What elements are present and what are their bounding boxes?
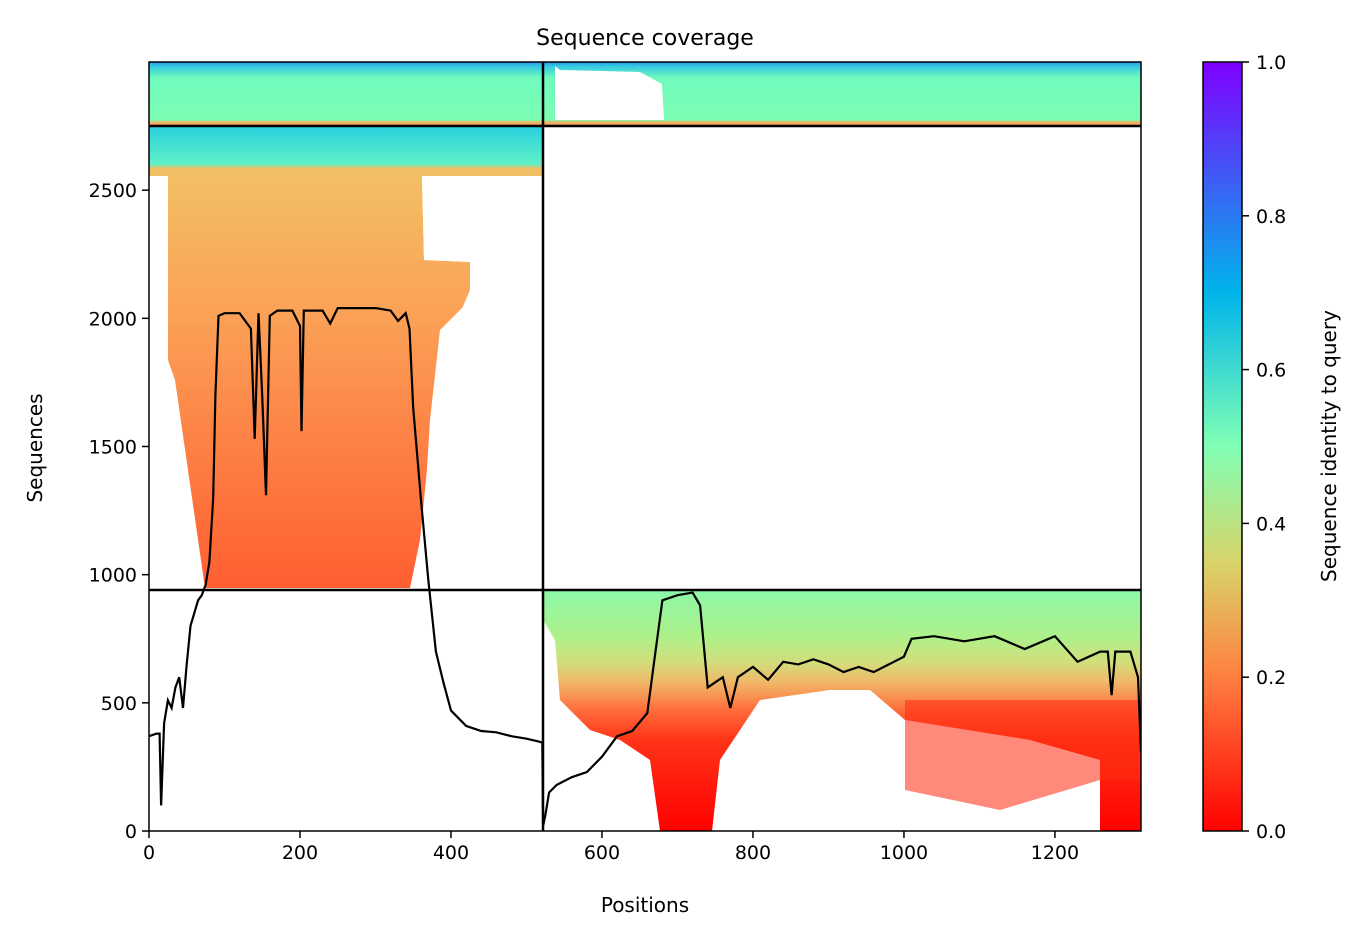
y-axis-label: Sequences	[23, 393, 47, 502]
block-mid-left	[149, 127, 543, 588]
block-mid-left-cut3	[410, 176, 543, 588]
chart-title: Sequence coverage	[536, 26, 754, 51]
block-top-right-gap	[555, 66, 664, 120]
x-tick-label: 400	[433, 842, 469, 864]
x-axis-ticks: 0 200 400 600 800 1000 1200	[143, 831, 1079, 864]
coverage-line	[149, 307, 1141, 827]
x-axis-label: Positions	[601, 893, 689, 917]
x-tick-label: 1200	[1031, 842, 1079, 864]
y-tick-label: 1000	[89, 565, 137, 587]
block-bottom-right-lower	[905, 700, 1141, 810]
colorbar-tick-label: 1.0	[1256, 52, 1286, 74]
x-tick-label: 600	[584, 842, 620, 864]
block-mid-left-cut2	[160, 176, 205, 588]
x-tick-label: 200	[282, 842, 318, 864]
y-tick-label: 2000	[89, 308, 137, 330]
colorbar-tick-label: 0.4	[1256, 513, 1286, 535]
y-tick-label: 500	[101, 693, 137, 715]
y-tick-label: 2500	[89, 180, 137, 202]
colorbar-tick-label: 0.8	[1256, 206, 1286, 228]
y-tick-label: 1500	[89, 437, 137, 459]
colorbar-ticks: 0.0 0.2 0.4 0.6 0.8 1.0	[1242, 52, 1286, 843]
colorbar-label: Sequence identity to query	[1317, 310, 1341, 582]
colorbar-tick-label: 0.2	[1256, 667, 1286, 689]
x-tick-label: 800	[735, 842, 771, 864]
x-tick-label: 0	[143, 842, 155, 864]
coverage-blocks	[149, 62, 1141, 831]
block-bottom-right	[543, 591, 1141, 831]
colorbar	[1202, 61, 1243, 832]
y-axis-ticks: 0 500 1000 1500 2000 2500	[89, 180, 149, 843]
x-tick-label: 1000	[880, 842, 928, 864]
block-top-left	[149, 62, 543, 125]
colorbar-tick-label: 0.0	[1256, 821, 1286, 843]
colorbar-tick-label: 0.6	[1256, 360, 1286, 382]
block-mid-left-teal-cut	[149, 176, 160, 588]
y-tick-label: 0	[125, 821, 137, 843]
